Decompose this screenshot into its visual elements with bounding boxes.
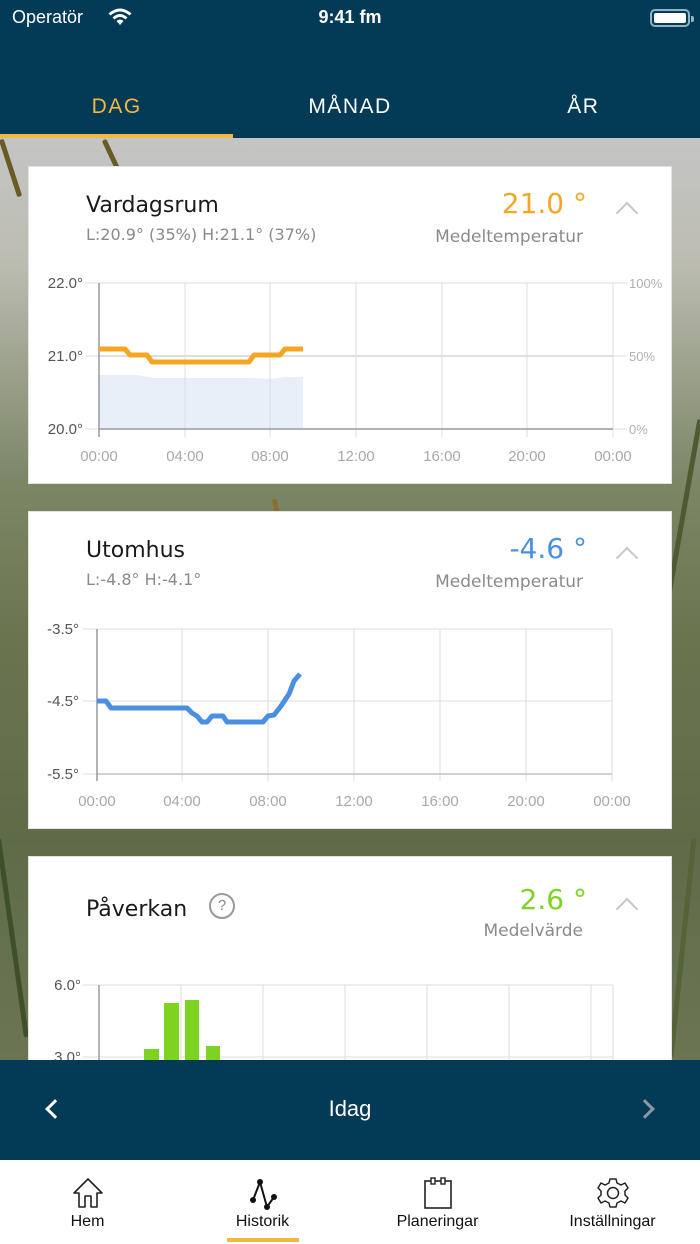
collapse-chevron-icon[interactable] xyxy=(615,897,639,921)
svg-text:20:00: 20:00 xyxy=(508,448,546,465)
average-value: -4.6 ° xyxy=(509,532,587,565)
history-graph-icon xyxy=(249,1178,277,1210)
impact-chart: 6.0° 3.0° xyxy=(54,977,614,1067)
svg-text:-3.5°: -3.5° xyxy=(47,621,79,638)
active-tab-indicator xyxy=(226,1238,299,1242)
svg-text:12:00: 12:00 xyxy=(337,448,375,465)
svg-text:08:00: 08:00 xyxy=(251,448,289,465)
card-title: Vardagsrum xyxy=(86,193,219,218)
wifi-icon xyxy=(108,8,132,25)
svg-text:04:00: 04:00 xyxy=(166,448,204,465)
tab-year[interactable]: ÅR xyxy=(567,95,600,118)
svg-text:12:00: 12:00 xyxy=(335,793,373,810)
svg-text:00:00: 00:00 xyxy=(80,448,118,465)
svg-text:00:00: 00:00 xyxy=(594,448,632,465)
average-caption: Medeltemperatur xyxy=(435,227,583,247)
status-bar: Operatör 9:41 fm xyxy=(0,0,700,36)
card-min-max: L:20.9° (35%) H:21.1° (37%) xyxy=(86,225,317,244)
battery-icon xyxy=(650,9,694,27)
tab-label: Historik xyxy=(235,1213,290,1230)
status-time: 9:41 fm xyxy=(318,7,382,27)
collapse-chevron-icon[interactable] xyxy=(615,201,639,225)
calendar-icon xyxy=(423,1177,452,1209)
tab-label: Hem xyxy=(70,1213,105,1230)
svg-text:04:00: 04:00 xyxy=(163,793,201,810)
svg-text:08:00: 08:00 xyxy=(249,793,287,810)
collapse-chevron-icon[interactable] xyxy=(615,546,639,570)
tab-home[interactable]: Hem xyxy=(0,1160,175,1244)
svg-text:20:00: 20:00 xyxy=(507,793,545,810)
y-tick: 20.0° xyxy=(48,421,83,438)
average-caption: Medeltemperatur xyxy=(435,572,583,592)
date-navigator: Idag xyxy=(0,1060,700,1160)
svg-text:6.0°: 6.0° xyxy=(54,977,81,994)
svg-text:0%: 0% xyxy=(629,422,648,437)
card-min-max: L:-4.8° H:-4.1° xyxy=(86,570,202,589)
svg-text:-4.5°: -4.5° xyxy=(47,693,79,710)
current-date-label: Idag xyxy=(328,1096,372,1121)
card-title: Utomhus xyxy=(86,538,185,563)
svg-text:100%: 100% xyxy=(629,276,663,291)
svg-text:16:00: 16:00 xyxy=(423,448,461,465)
home-icon xyxy=(72,1178,103,1208)
average-value: 21.0 ° xyxy=(501,187,587,220)
period-tabs: DAG MÅNAD ÅR xyxy=(0,78,700,138)
tab-history[interactable]: Historik xyxy=(175,1160,350,1244)
app-header: Operatör 9:41 fm DAG MÅNAD ÅR xyxy=(0,0,700,138)
card-title: Påverkan xyxy=(86,897,188,922)
bottom-tab-bar: Hem Historik Planeringar Inställningar xyxy=(0,1160,700,1244)
carrier-label: Operatör xyxy=(12,7,84,27)
gear-icon xyxy=(596,1178,629,1208)
average-caption: Medelvärde xyxy=(483,921,583,941)
tab-day[interactable]: DAG xyxy=(0,78,234,138)
tab-settings[interactable]: Inställningar xyxy=(525,1160,700,1244)
card-living-room: Vardagsrum L:20.9° (35%) H:21.1° (37%) 2… xyxy=(28,166,672,484)
tab-label: Planeringar xyxy=(396,1213,479,1230)
svg-text:00:00: 00:00 xyxy=(78,793,116,810)
tab-month[interactable]: MÅNAD xyxy=(308,95,392,118)
average-value: 2.6 ° xyxy=(519,883,587,916)
svg-text:00:00: 00:00 xyxy=(593,793,631,810)
y-tick: 22.0° xyxy=(48,275,83,292)
living-room-chart: 22.0° 21.0° 20.0° 100% 50% 0% 00:00 04:0… xyxy=(48,275,663,465)
outdoor-chart: -3.5° -4.5° -5.5° 00:00 04:00 08:00 12:0… xyxy=(47,621,631,810)
svg-text:16:00: 16:00 xyxy=(421,793,459,810)
tab-plans[interactable]: Planeringar xyxy=(350,1160,525,1244)
svg-text:50%: 50% xyxy=(629,349,655,364)
tab-label: Inställningar xyxy=(569,1213,656,1230)
help-icon[interactable]: ? xyxy=(209,893,235,919)
svg-text:-5.5°: -5.5° xyxy=(47,766,79,783)
card-outdoor: Utomhus L:-4.8° H:-4.1° -4.6 ° Medeltemp… xyxy=(28,511,672,829)
y-tick: 21.0° xyxy=(48,348,83,365)
